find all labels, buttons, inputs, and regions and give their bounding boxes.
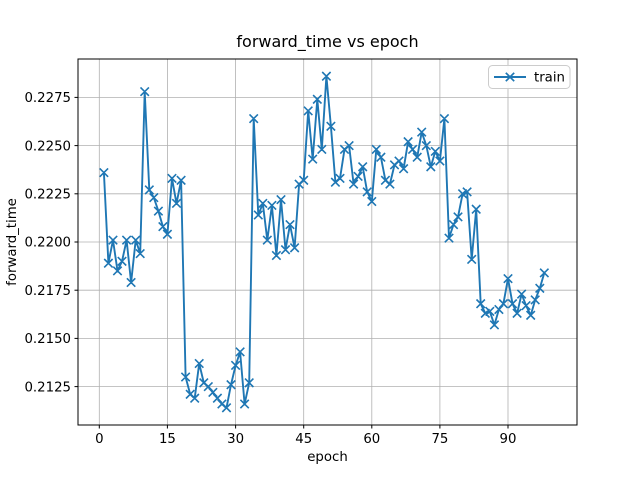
series-x-markers: [99, 71, 550, 413]
legend-label: train: [534, 71, 565, 86]
series-line: [102, 75, 546, 409]
y-tick-label: 0.2125: [24, 380, 71, 395]
series-train: [99, 71, 550, 413]
x-tick-label: 90: [500, 432, 517, 447]
y-tick-label: 0.2275: [24, 91, 71, 106]
legend-x-marker-icon: [505, 72, 515, 82]
x-tick-label: 0: [95, 432, 103, 447]
y-tick-label: 0.2200: [24, 236, 71, 251]
y-tick-label: 0.2150: [24, 332, 71, 347]
y-tick-label: 0.2225: [24, 188, 71, 203]
x-tick-label: 30: [227, 432, 244, 447]
x-tick-label: 45: [295, 432, 312, 447]
x-tick-label: 75: [431, 432, 448, 447]
grid-lines: [78, 59, 577, 425]
x-tick-label: 60: [363, 432, 380, 447]
chart-title: forward_time vs epoch: [236, 32, 418, 52]
x-axis-label: epoch: [307, 450, 348, 465]
axis-ticks: 0 15 30 45 60 75 90 0.2125 0.2150 0.2175 0.2200 0.2…: [24, 91, 516, 447]
x-tick-label: 15: [159, 432, 176, 447]
legend-box: [488, 65, 571, 89]
legend: train: [488, 65, 571, 89]
y-axis-label: forward_time: [5, 198, 20, 286]
y-tick-label: 0.2175: [24, 284, 71, 299]
y-tick-label: 0.2250: [24, 139, 71, 154]
